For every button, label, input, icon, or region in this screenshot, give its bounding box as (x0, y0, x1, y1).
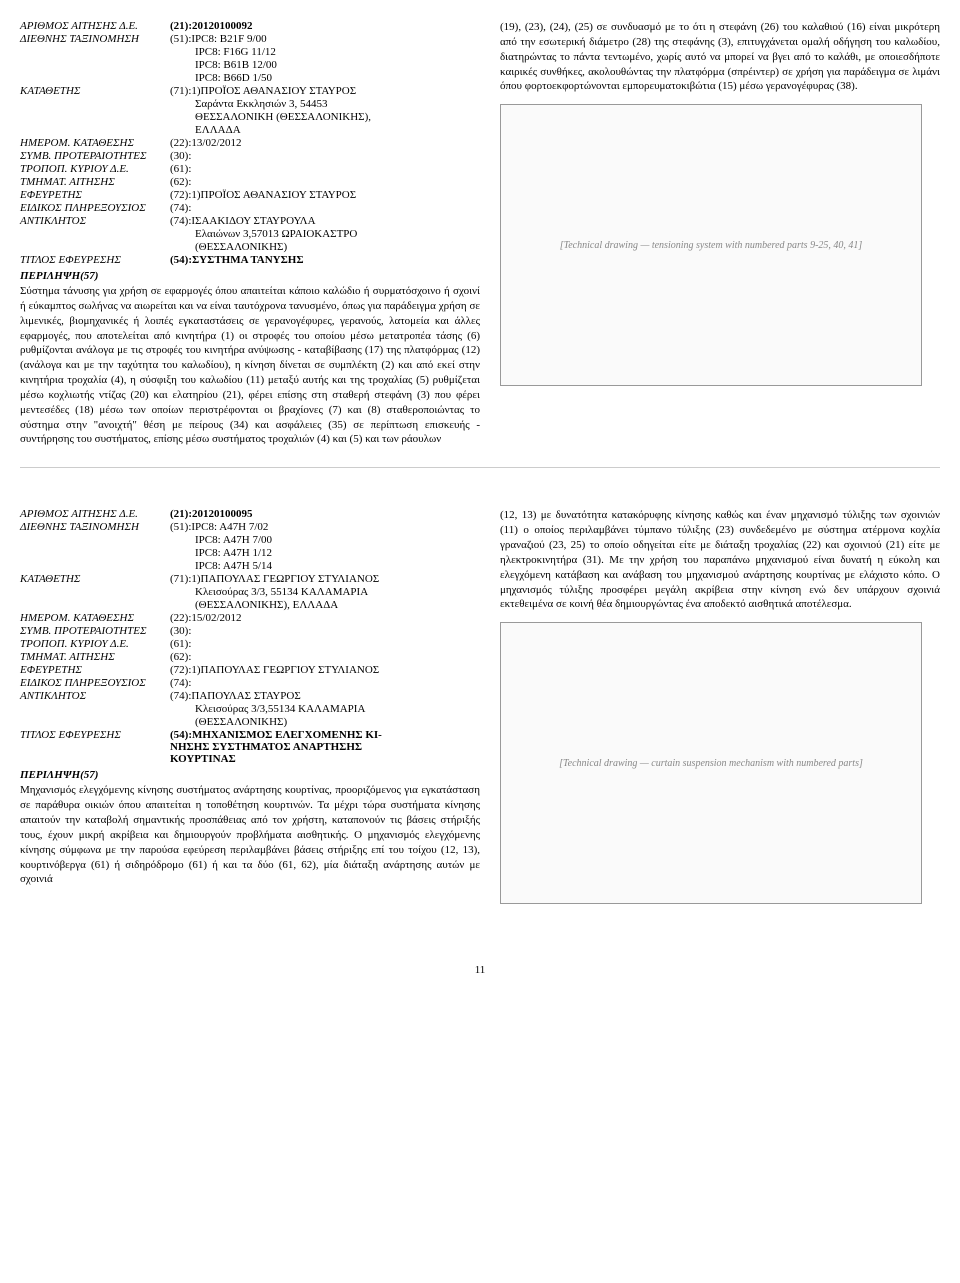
abstract-label: ΠΕΡΙΛΗΨΗ(57) (20, 270, 480, 282)
contact-label: ΑΝΤΙΚΛΗΤΟΣ (20, 690, 170, 702)
app-num-value: (21):20120100092 (170, 20, 480, 32)
class-label: ΔΙΕΘΝΗΣ ΤΑΞΙΝΟΜΗΣΗ (20, 33, 170, 45)
inventor-value: (72):1)ΠΑΠΟΥΛΑΣ ΓΕΩΡΓΙΟΥ ΣΤΥΛΙΑΝΟΣ (170, 664, 480, 676)
applicant-label: ΚΑΤΑΘΕΤΗΣ (20, 85, 170, 97)
agent-value: (74): (170, 677, 480, 689)
inventor-label: ΕΦΕΥΡΕΤΗΣ (20, 664, 170, 676)
filing-date-value: (22):13/02/2012 (170, 137, 480, 149)
agent-value: (74): (170, 202, 480, 214)
amend-label: ΤΡΟΠΟΠ. ΚΥΡΙΟΥ Δ.Ε. (20, 163, 170, 175)
abstract-text: Σύστημα τάνυσης για χρήση σε εφαρμογές ό… (20, 284, 480, 447)
record1-right: (19), (23), (24), (25) σε συνδυασμό με τ… (500, 20, 940, 447)
ipc-line: IPC8: A47H 5/14 (170, 560, 480, 572)
contact-label: ΑΝΤΙΚΛΗΤΟΣ (20, 215, 170, 227)
div-label: ΤΜΗΜΑΤ. ΑΙΤΗΣΗΣ (20, 176, 170, 188)
applicant-label: ΚΑΤΑΘΕΤΗΣ (20, 573, 170, 585)
priority-value: (30): (170, 625, 480, 637)
contact-value: (74):ΙΣΑΑΚΙΔΟΥ ΣΤΑΥΡΟΥΛΑ (170, 215, 480, 227)
ipc-line: IPC8: B61B 12/00 (170, 59, 480, 71)
filing-date-value: (22):15/02/2012 (170, 612, 480, 624)
patent-record-1: ΑΡΙΘΜΟΣ ΑΙΤΗΣΗΣ Δ.Ε. (21):20120100092 ΔΙ… (20, 20, 940, 468)
inventor-value: (72):1)ΠΡΟΪΟΣ ΑΘΑΝΑΣΙΟΥ ΣΤΑΥΡΟΣ (170, 189, 480, 201)
priority-value: (30): (170, 150, 480, 162)
applicant-addr: Σαράντα Εκκλησιών 3, 54453 (170, 98, 480, 110)
agent-label: ΕΙΔΙΚΟΣ ΠΛΗΡΕΞΟΥΣΙΟΣ (20, 677, 170, 689)
contact-addr: (ΘΕΣΣΑΛΟΝΙΚΗΣ) (170, 716, 480, 728)
amend-label: ΤΡΟΠΟΠ. ΚΥΡΙΟΥ Δ.Ε. (20, 638, 170, 650)
patent-figure-2: [Technical drawing — curtain suspension … (500, 622, 922, 904)
record1-left: ΑΡΙΘΜΟΣ ΑΙΤΗΣΗΣ Δ.Ε. (21):20120100092 ΔΙ… (20, 20, 480, 447)
div-label: ΤΜΗΜΑΤ. ΑΙΤΗΣΗΣ (20, 651, 170, 663)
ipc-line: IPC8: A47H 1/12 (170, 547, 480, 559)
continuation-text: (19), (23), (24), (25) σε συνδυασμό με τ… (500, 20, 940, 94)
record2-right: (12, 13) με δυνατότητα κατακόρυφης κίνησ… (500, 508, 940, 904)
abstract-label: ΠΕΡΙΛΗΨΗ(57) (20, 769, 480, 781)
agent-label: ΕΙΔΙΚΟΣ ΠΛΗΡΕΞΟΥΣΙΟΣ (20, 202, 170, 214)
applicant-addr: Κλεισούρας 3/3, 55134 ΚΑΛΑΜΑΡΙΑ (170, 586, 480, 598)
applicant-addr: (ΘΕΣΣΑΛΟΝΙΚΗΣ), ΕΛΛΑΔΑ (170, 599, 480, 611)
filing-date-label: ΗΜΕΡΟΜ. ΚΑΤΑΘΕΣΗΣ (20, 612, 170, 624)
applicant-addr: ΕΛΛΑΔΑ (170, 124, 480, 136)
priority-label: ΣΥΜΒ. ΠΡΟΤΕΡΑΙΟΤΗΤΕΣ (20, 150, 170, 162)
ipc-line: IPC8: B66D 1/50 (170, 72, 480, 84)
app-num-label: ΑΡΙΘΜΟΣ ΑΙΤΗΣΗΣ Δ.Ε. (20, 20, 170, 32)
app-num-label: ΑΡΙΘΜΟΣ ΑΙΤΗΣΗΣ Δ.Ε. (20, 508, 170, 520)
contact-addr: Κλεισούρας 3/3,55134 ΚΑΛΑΜΑΡΙΑ (170, 703, 480, 715)
contact-value: (74):ΠΑΠΟΥΛΑΣ ΣΤΑΥΡΟΣ (170, 690, 480, 702)
app-num-value: (21):20120100095 (170, 508, 480, 520)
title-label: ΤΙΤΛΟΣ ΕΦΕΥΡΕΣΗΣ (20, 254, 170, 266)
ipc-line: IPC8: A47H 7/00 (170, 534, 480, 546)
inventor-label: ΕΦΕΥΡΕΤΗΣ (20, 189, 170, 201)
title-label: ΤΙΤΛΟΣ ΕΦΕΥΡΕΣΗΣ (20, 729, 170, 741)
applicant-value: (71):1)ΠΑΠΟΥΛΑΣ ΓΕΩΡΓΙΟΥ ΣΤΥΛΙΑΝΟΣ (170, 573, 480, 585)
div-value: (62): (170, 176, 480, 188)
continuation-text: (12, 13) με δυνατότητα κατακόρυφης κίνησ… (500, 508, 940, 612)
contact-addr: Ελαιώνων 3,57013 ΩΡΑΙΟΚΑΣΤΡΟ (170, 228, 480, 240)
record2-left: ΑΡΙΘΜΟΣ ΑΙΤΗΣΗΣ Δ.Ε. (21):20120100095 ΔΙ… (20, 508, 480, 904)
contact-addr: (ΘΕΣΣΑΛΟΝΙΚΗΣ) (170, 241, 480, 253)
class-value: (51):IPC8: B21F 9/00 (170, 33, 480, 45)
patent-figure-1: [Technical drawing — tensioning system w… (500, 104, 922, 386)
class-value: (51):IPC8: A47H 7/02 (170, 521, 480, 533)
applicant-addr: ΘΕΣΣΑΛΟΝΙΚΗ (ΘΕΣΣΑΛΟΝΙΚΗΣ), (170, 111, 480, 123)
title-value: (54):ΜΗΧΑΝΙΣΜΟΣ ΕΛΕΓΧΟΜΕΝΗΣ ΚΙ- ΝΗΣΗΣ ΣΥ… (170, 729, 480, 765)
applicant-value: (71):1)ΠΡΟΪΟΣ ΑΘΑΝΑΣΙΟΥ ΣΤΑΥΡΟΣ (170, 85, 480, 97)
title-value: (54):ΣΥΣΤΗΜΑ ΤΑΝΥΣΗΣ (170, 254, 480, 266)
class-label: ΔΙΕΘΝΗΣ ΤΑΞΙΝΟΜΗΣΗ (20, 521, 170, 533)
amend-value: (61): (170, 163, 480, 175)
amend-value: (61): (170, 638, 480, 650)
page-number: 11 (20, 964, 940, 976)
priority-label: ΣΥΜΒ. ΠΡΟΤΕΡΑΙΟΤΗΤΕΣ (20, 625, 170, 637)
abstract-text: Μηχανισμός ελεγχόμενης κίνησης συστήματο… (20, 783, 480, 887)
div-value: (62): (170, 651, 480, 663)
ipc-line: IPC8: F16G 11/12 (170, 46, 480, 58)
patent-record-2: ΑΡΙΘΜΟΣ ΑΙΤΗΣΗΣ Δ.Ε. (21):20120100095 ΔΙ… (20, 508, 940, 924)
filing-date-label: ΗΜΕΡΟΜ. ΚΑΤΑΘΕΣΗΣ (20, 137, 170, 149)
